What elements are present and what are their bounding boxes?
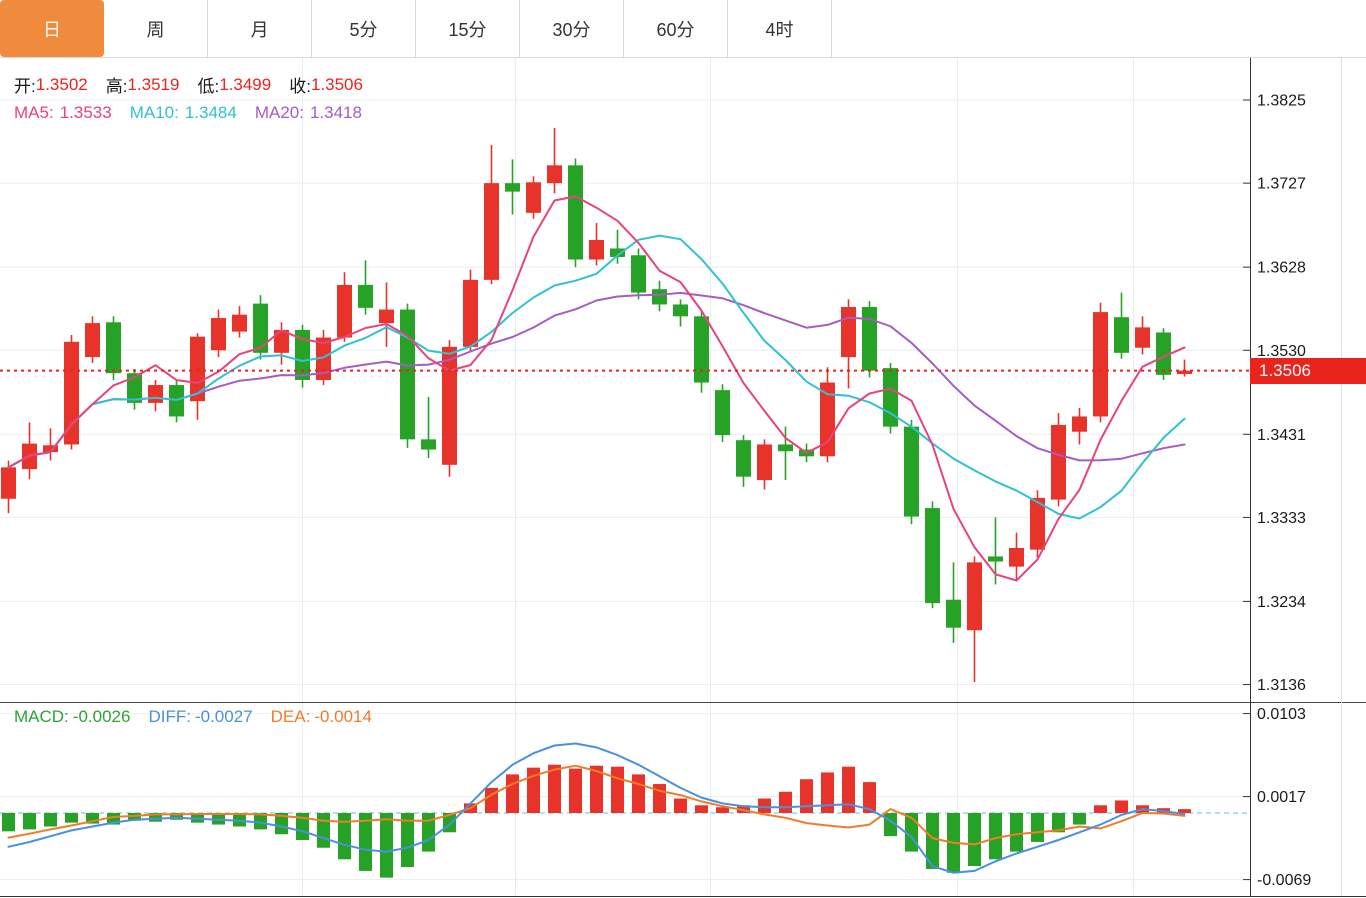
tab-week-label: 周: [146, 19, 165, 40]
ma10-value: 1.3484: [184, 103, 237, 122]
svg-text:1.3234: 1.3234: [1257, 594, 1306, 611]
tab-5min-label: 5分: [349, 19, 378, 40]
macd-value: -0.0026: [72, 707, 131, 726]
diff-value: -0.0027: [194, 707, 253, 726]
ma-legend: MA5: 1.3533 MA10: 1.3484 MA20: 1.3418: [14, 103, 380, 123]
open-label: 开:: [14, 77, 36, 96]
macd-legend: MACD: -0.0026 DIFF: -0.0027 DEA: -0.0014: [14, 707, 390, 727]
tab-15min-label: 15分: [448, 19, 487, 40]
tab-60min-label: 60分: [656, 19, 695, 40]
tab-month-label: 月: [250, 19, 269, 40]
svg-text:1.3628: 1.3628: [1257, 260, 1306, 277]
svg-text:1.3333: 1.3333: [1257, 510, 1306, 527]
macd-label: MACD:: [14, 707, 69, 726]
svg-text:0.0103: 0.0103: [1257, 706, 1306, 723]
close-value: 1.3506: [310, 74, 363, 94]
ma5-label: MA5:: [14, 103, 54, 122]
ma20-value: 1.3418: [309, 103, 362, 122]
svg-text:1.3530: 1.3530: [1257, 343, 1306, 360]
svg-text:1.3431: 1.3431: [1257, 427, 1306, 444]
tab-day-label: 日: [43, 19, 61, 40]
tab-5min[interactable]: 5分: [312, 0, 416, 57]
low-label: 低:: [197, 77, 220, 96]
tab-15min[interactable]: 15分: [416, 0, 520, 57]
tab-4hour[interactable]: 4时: [728, 0, 832, 57]
svg-text:1.3825: 1.3825: [1257, 93, 1306, 110]
dea-value: -0.0014: [314, 707, 372, 726]
diff-label: DIFF:: [148, 707, 191, 726]
high-label: 高:: [105, 77, 128, 96]
tab-60min[interactable]: 60分: [624, 0, 728, 57]
close-label: 收:: [289, 77, 311, 96]
dea-label: DEA:: [270, 707, 311, 726]
tab-30min-label: 30分: [552, 19, 591, 40]
svg-text:0.0017: 0.0017: [1257, 789, 1306, 806]
tab-4hour-label: 4时: [765, 19, 794, 40]
tab-30min[interactable]: 30分: [520, 0, 624, 57]
svg-text:1.3727: 1.3727: [1257, 176, 1306, 193]
timeframe-tab-bar: 日 周 月 5分 15分 30分 60分 4时: [0, 0, 1366, 58]
open-value: 1.3502: [35, 74, 88, 94]
ma10-label: MA10:: [129, 103, 179, 122]
ma20-label: MA20:: [254, 103, 304, 122]
ma5-value: 1.3533: [59, 103, 112, 122]
ohlc-legend: 开: 1.3502 高: 1.3519 低: 1.3499 收: 1.3506: [14, 72, 381, 97]
low-value: 1.3499: [219, 74, 272, 94]
tab-month[interactable]: 月: [208, 0, 312, 57]
high-value: 1.3519: [127, 74, 180, 94]
svg-text:1.3136: 1.3136: [1257, 677, 1306, 694]
tab-week[interactable]: 周: [104, 0, 208, 57]
svg-text:-0.0069: -0.0069: [1257, 872, 1311, 889]
current-price-tag: 1.3506: [1250, 358, 1366, 384]
tab-day[interactable]: 日: [0, 0, 104, 57]
